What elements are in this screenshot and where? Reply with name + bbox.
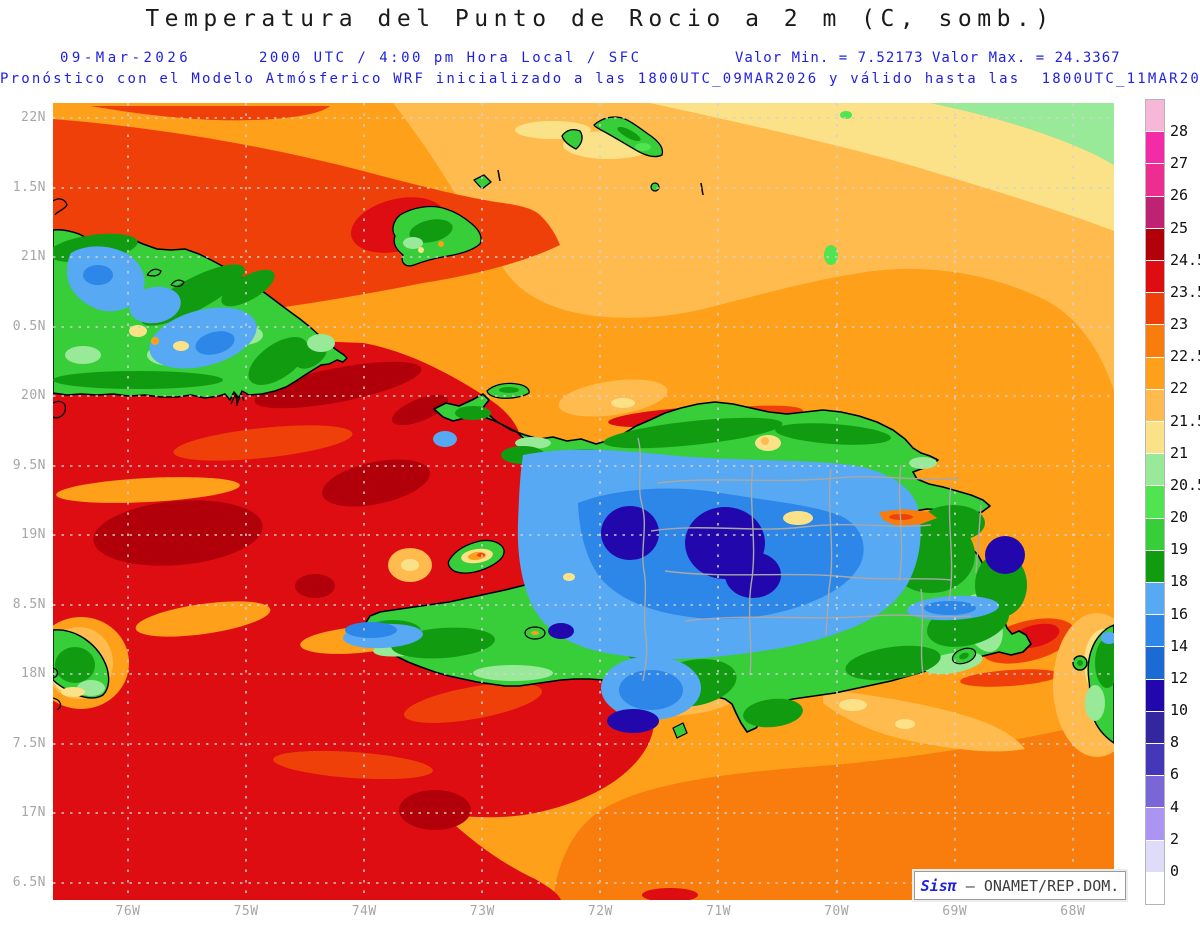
y-axis-tick-label: 19N	[21, 527, 46, 542]
colorbar-segment	[1146, 646, 1164, 679]
colorbar-segment	[1146, 839, 1164, 872]
colorbar-tick-label: 14	[1170, 636, 1189, 655]
colorbar	[1145, 99, 1165, 905]
y-axis-tick-label: 6.5N	[12, 874, 46, 890]
colorbar-segment	[1146, 292, 1164, 325]
y-axis-tick-label: 7.5N	[12, 735, 46, 751]
south-coast-light-orange	[823, 689, 1025, 752]
colorbar-tick-label: 21.5	[1170, 411, 1200, 430]
colorbar-tick-label: 20.5	[1170, 475, 1200, 494]
brand-logo: Sisπ	[920, 876, 957, 895]
turks-islet	[650, 182, 660, 192]
crooked-island	[561, 129, 583, 150]
colorbar-segment	[1146, 710, 1164, 744]
colorbar-tick-label: 22	[1170, 379, 1189, 398]
colorbar-tick-label: 23.5	[1170, 282, 1200, 301]
colorbar-tick-label: 6	[1170, 765, 1180, 784]
colorbar-segment	[1146, 614, 1164, 647]
forecast-time: 2000 UTC / 4:00 pm Hora Local / SFC	[259, 50, 642, 66]
colorbar-tick-label: 28	[1170, 122, 1189, 141]
x-axis-tick-label: 68W	[1060, 904, 1086, 919]
beata-island	[672, 722, 688, 739]
colorbar-tick-label: 16	[1170, 604, 1189, 623]
sea-pale-yellow-band	[650, 103, 1114, 231]
haiti-dr-border	[637, 437, 648, 682]
colorbar-tick-label: 2	[1170, 829, 1180, 848]
colorbar-tick-label: 25	[1170, 218, 1189, 237]
colorbar-tick-label: 18	[1170, 572, 1189, 591]
colorbar-tick-label: 0	[1170, 861, 1180, 880]
y-axis-tick-label: 17N	[21, 805, 46, 820]
y-axis-tick-label: 21N	[21, 249, 46, 264]
x-axis-tick-label: 70W	[824, 904, 850, 919]
colorbar-tick-label: 27	[1170, 154, 1189, 173]
value-min: Valor Min. = 7.52173	[735, 50, 924, 66]
colorbar-tick-label: 20	[1170, 508, 1189, 527]
y-axis-tick-label: 9.5N	[12, 457, 46, 473]
y-axis-tick-label: 1.5N	[12, 179, 46, 195]
colorbar-segment	[1146, 421, 1164, 454]
sea-light-orange-band	[393, 103, 1114, 391]
weather-map-canvas	[53, 103, 1114, 900]
x-axis-tick-label: 72W	[587, 904, 613, 919]
islands-layer	[53, 116, 1114, 744]
colorbar-tick-label: 19	[1170, 540, 1189, 559]
colorbar-tick-label: 26	[1170, 186, 1189, 205]
admin-borders-layer	[637, 437, 982, 682]
y-axis-tick-label: 0.5N	[12, 318, 46, 334]
top-left-wave	[90, 106, 330, 121]
colorbar-segment	[1146, 807, 1164, 840]
x-axis-tick-label: 73W	[469, 904, 495, 919]
y-axis-tick-label: 22N	[21, 110, 46, 125]
colorbar-segment	[1146, 195, 1164, 228]
sea-deep-orange-bottom	[553, 717, 1114, 900]
colorbar-segment	[1146, 388, 1164, 422]
colorbar-segment	[1146, 517, 1164, 550]
colorbar-segment	[1146, 100, 1164, 132]
colorbar-segment	[1146, 356, 1164, 389]
colorbar-tick-label: 4	[1170, 797, 1180, 816]
page-title: Temperatura del Punto de Rocio a 2 m (C,…	[145, 6, 1055, 32]
sea-green-corner	[930, 103, 1114, 165]
attribution-box: Sisπ – ONAMET/REP.DOM.	[914, 871, 1126, 900]
colorbar-segment	[1146, 678, 1164, 711]
colorbar-tick-label: 10	[1170, 701, 1189, 720]
colorbar-segment	[1146, 485, 1164, 518]
colorbar-tick-label: 8	[1170, 733, 1180, 752]
model-run-line: Pronóstico con el Modelo Atmósferico WRF…	[0, 71, 1200, 87]
x-axis-tick-label: 69W	[942, 904, 968, 919]
x-axis-tick-label: 76W	[115, 904, 141, 919]
attribution-source: – ONAMET/REP.DOM.	[956, 876, 1120, 895]
y-axis-tick-label: 20N	[21, 388, 46, 403]
colorbar-segment	[1146, 260, 1164, 293]
colorbar-tick-label: 22.5	[1170, 347, 1200, 366]
colorbar-segment	[1146, 871, 1164, 905]
colorbar-segment	[1146, 227, 1164, 261]
colorbar-tick-label: 21	[1170, 443, 1189, 462]
value-max: Valor Max. = 24.3367	[932, 50, 1121, 66]
big-red-region	[53, 331, 655, 900]
colorbar-segment	[1146, 163, 1164, 196]
colorbar-segment	[1146, 582, 1164, 615]
forecast-date: 09-Mar-2026	[60, 50, 192, 66]
colorbar-segment	[1146, 775, 1164, 808]
map-area[interactable]	[53, 103, 1114, 900]
x-axis-tick-label: 74W	[351, 904, 377, 919]
colorbar-segment	[1146, 743, 1164, 776]
x-axis-tick-label: 71W	[706, 904, 731, 919]
colorbar-tick-label: 24.5	[1170, 250, 1200, 269]
little-inagua-island	[473, 174, 492, 190]
y-axis-tick-label: 8.5N	[12, 596, 46, 612]
colorbar-segment	[1146, 324, 1164, 357]
colorbar-segment	[1146, 131, 1164, 164]
x-axis-tick-label: 75W	[233, 904, 259, 919]
colorbar-tick-label: 12	[1170, 668, 1189, 687]
colorbar-segment	[1146, 549, 1164, 583]
y-axis-tick-label: 18N	[21, 666, 46, 681]
colorbar-segment	[1146, 453, 1164, 486]
colorbar-tick-label: 23	[1170, 315, 1189, 334]
